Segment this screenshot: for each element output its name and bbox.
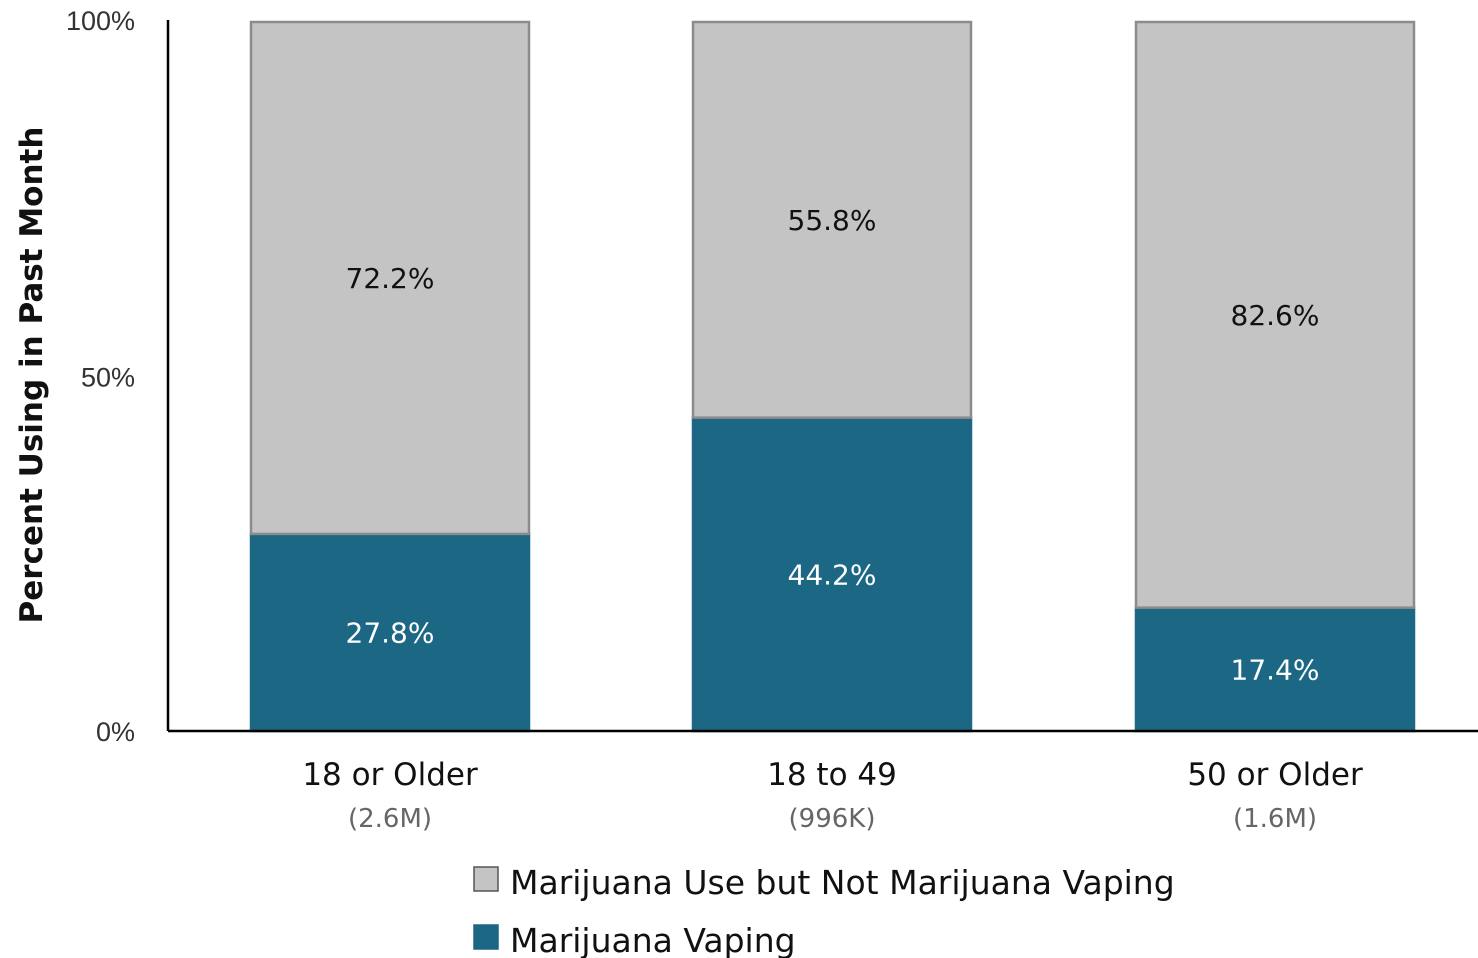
legend-label: Marijuana Use but Not Marijuana Vaping xyxy=(510,863,1175,902)
bar-vaping-1 xyxy=(249,532,531,733)
data-label-vaping-2: 44.2% xyxy=(788,558,877,591)
bar-use-not-vaping-2 xyxy=(691,20,973,419)
data-label-use-not-vaping-2: 55.8% xyxy=(788,204,877,237)
bar-use-not-vaping-3 xyxy=(1134,20,1416,609)
axes-group xyxy=(166,20,1478,733)
bar-use-not-vaping-1 xyxy=(249,20,531,536)
bars-group xyxy=(249,20,1416,733)
data-labels-group: 27.8% 72.2% 44.2% 55.8% 17.4% 82.6% xyxy=(346,204,1320,687)
data-label-vaping-1: 27.8% xyxy=(346,616,435,649)
x-category-label: 18 or Older xyxy=(302,757,478,793)
legend-label: Marijuana Vaping xyxy=(510,921,796,958)
x-category-label: 18 to 49 xyxy=(767,757,897,793)
data-label-use-not-vaping-3: 82.6% xyxy=(1231,299,1320,332)
x-category-sublabel: (996K) xyxy=(789,804,876,834)
y-tick-labels-group: 0% 50% 100% xyxy=(66,6,135,747)
data-label-use-not-vaping-1: 72.2% xyxy=(346,262,435,295)
x-category-sublabel: (2.6M) xyxy=(348,804,432,834)
y-axis-title: Percent Using in Past Month xyxy=(14,127,50,624)
legend: Marijuana Use but Not Marijuana Vaping Ma… xyxy=(473,863,1175,958)
y-tick-label: 0% xyxy=(96,717,135,747)
legend-swatch-vaping xyxy=(473,924,499,950)
x-category-labels-group: 18 or Older (2.6M) 18 to 49 (996K) 50 or Old… xyxy=(302,757,1363,834)
y-tick-label: 100% xyxy=(66,6,135,36)
x-category-sublabel: (1.6M) xyxy=(1233,804,1317,834)
legend-swatch-use-not-vaping xyxy=(473,866,499,892)
y-tick-label: 50% xyxy=(81,363,135,393)
data-label-vaping-3: 17.4% xyxy=(1231,653,1320,686)
x-category-label: 50 or Older xyxy=(1187,757,1363,793)
